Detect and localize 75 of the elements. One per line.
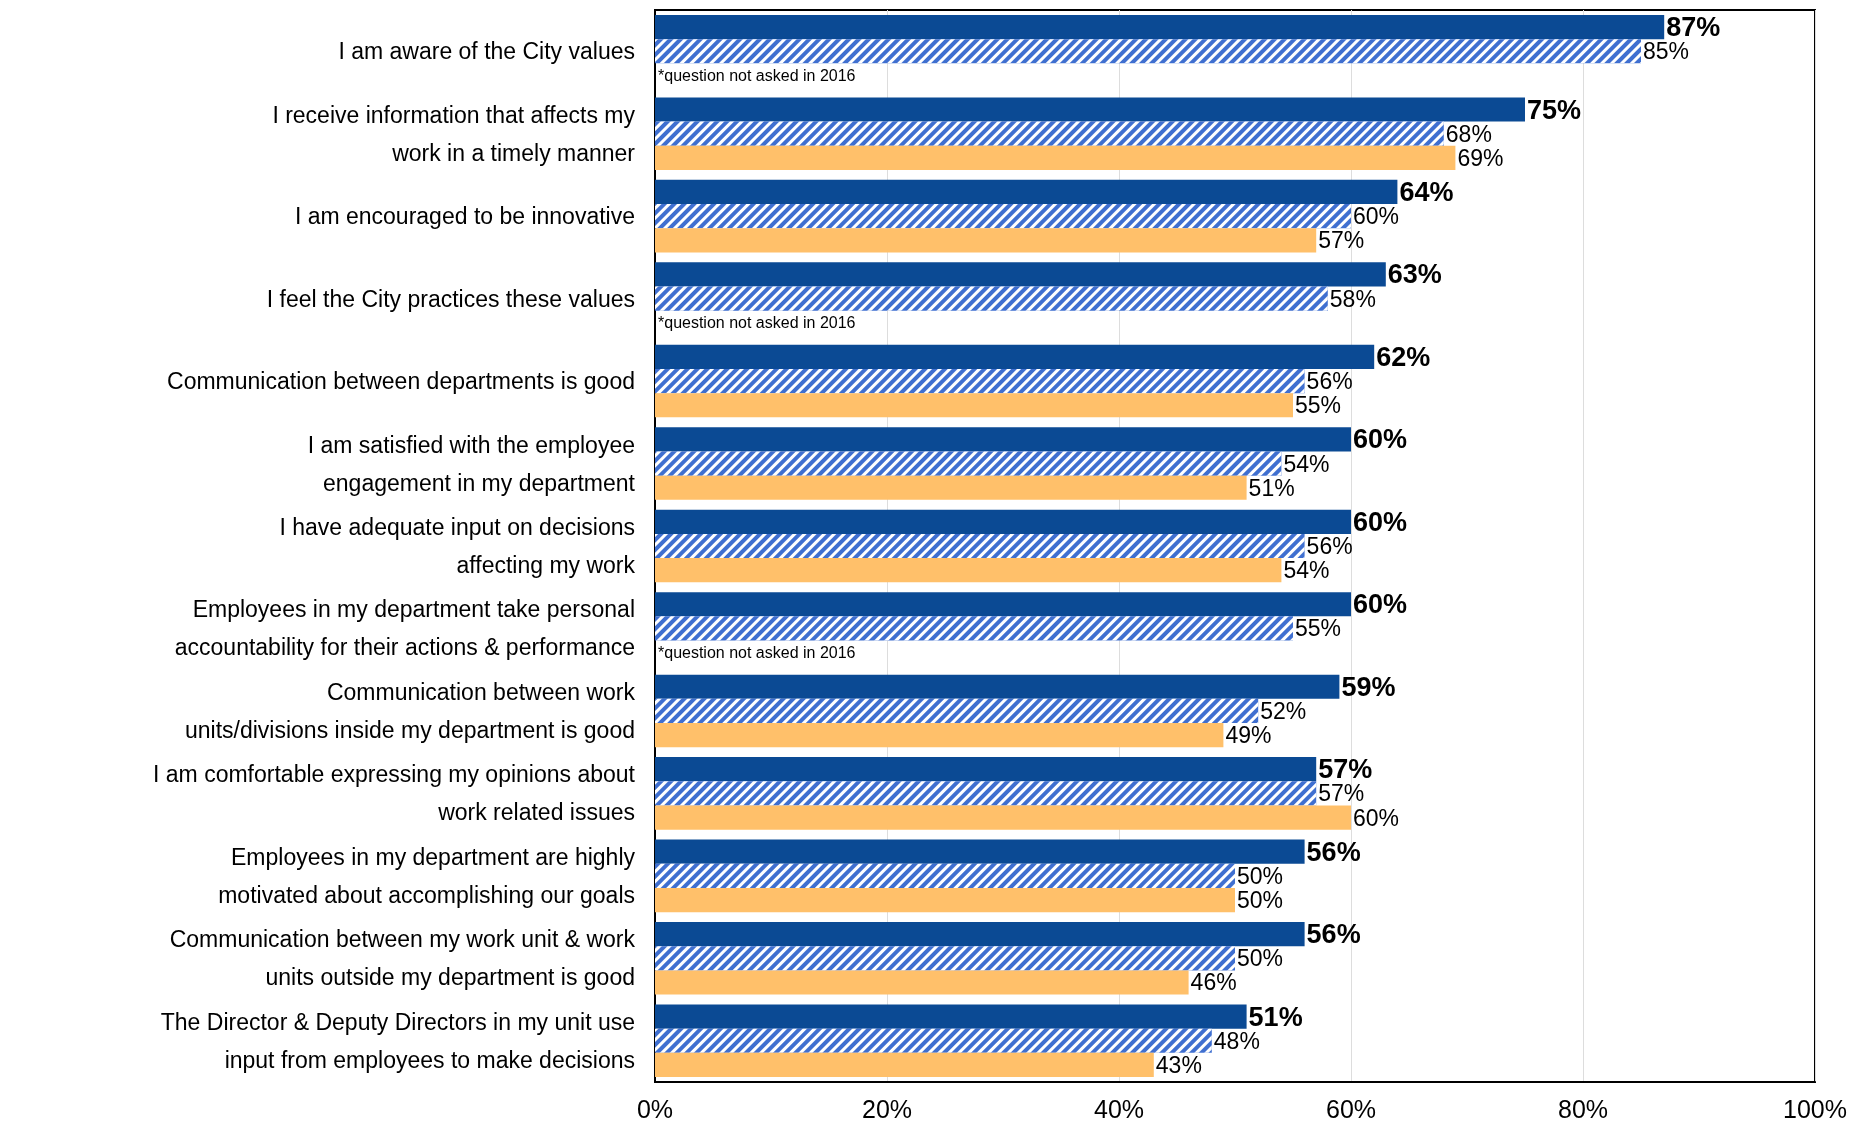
data-label: 75% <box>1527 94 1582 125</box>
y-tick-label: I receive information that affects my work in a timely manner <box>272 101 636 166</box>
data-label: 59% <box>1341 671 1396 702</box>
data-label: 62% <box>1376 341 1431 372</box>
y-tick-label: I am satisfied with the employee engagement in my department <box>307 431 636 496</box>
y-tick-label: I feel the City practices these values <box>266 285 635 312</box>
y-tick-label: The Director & Deputy Directors in my unit use input from employees to make decisions <box>160 1008 635 1073</box>
bar <box>655 344 1375 369</box>
bar <box>655 393 1293 418</box>
bar <box>655 839 1305 864</box>
data-label: 52% <box>1260 697 1307 724</box>
data-label: 51% <box>1248 474 1295 501</box>
data-label: 49% <box>1225 722 1272 749</box>
y-tick-label: I am comfortable expressing my opinions about work related issues <box>153 761 636 826</box>
bar <box>655 723 1224 748</box>
bar <box>655 14 1665 40</box>
data-label: 69% <box>1457 144 1504 171</box>
data-label: 60% <box>1353 424 1408 455</box>
data-label: 57% <box>1318 227 1365 254</box>
data-label: 58% <box>1329 285 1376 312</box>
data-label: 56% <box>1306 533 1353 559</box>
x-tick-label: 60% <box>1325 1094 1377 1123</box>
y-tick-label: I have adequate input on decisions affecting my work <box>279 514 636 578</box>
bar <box>655 757 1317 782</box>
data-label: 56% <box>1306 919 1361 950</box>
bar <box>655 805 1351 830</box>
bar <box>655 228 1317 253</box>
data-label: 56% <box>1306 836 1361 867</box>
y-tick-label: I am aware of the City values <box>338 38 635 65</box>
bar <box>655 558 1282 583</box>
data-label: 60% <box>1353 804 1400 831</box>
bar <box>655 592 1351 617</box>
y-tick-label: I am encouraged to be innovative <box>294 203 635 230</box>
annotation: *question not asked in 2016 <box>658 644 856 662</box>
x-tick-label: 20% <box>861 1094 913 1123</box>
bar <box>655 1052 1154 1078</box>
data-label: 60% <box>1353 506 1408 537</box>
annotation: *question not asked in 2016 <box>658 66 856 84</box>
bar <box>655 97 1525 122</box>
bar <box>655 922 1305 947</box>
bar <box>655 427 1351 452</box>
data-label: 56% <box>1306 368 1353 395</box>
data-label: 46% <box>1190 969 1237 996</box>
data-label: 64% <box>1399 176 1454 207</box>
y-tick-label: Communication between departments is good <box>167 368 635 395</box>
bar <box>655 970 1189 995</box>
x-tick-label: 0% <box>636 1094 674 1123</box>
bar <box>655 179 1398 205</box>
bar <box>655 887 1235 913</box>
x-tick-label: 40% <box>1093 1094 1145 1123</box>
annotation: *question not asked in 2016 <box>658 314 856 332</box>
x-tick-label: 80% <box>1557 1094 1609 1123</box>
data-label: 54% <box>1283 557 1330 584</box>
y-tick-label: Employees in my department take personal accountability for their actions & performance <box>174 596 635 661</box>
data-label: 50% <box>1237 945 1284 972</box>
bar <box>655 475 1247 500</box>
data-label: 43% <box>1155 1051 1202 1078</box>
data-label: 55% <box>1295 392 1342 419</box>
y-tick-label: Employees in my department are highly motivated about accomplishing our goals <box>218 843 636 908</box>
data-label: 50% <box>1237 862 1284 889</box>
data-label: 50% <box>1237 887 1284 914</box>
y-tick-label: Communication between my work unit & work units outside my department is good <box>169 926 636 991</box>
data-label: 60% <box>1353 589 1408 620</box>
data-label: 55% <box>1295 615 1342 642</box>
data-label: 63% <box>1387 259 1442 290</box>
y-tick-label: Communication between work units/divisions inside my department is good <box>184 678 636 743</box>
x-tick-label: 100% <box>1783 1094 1847 1123</box>
data-label: 68% <box>1445 120 1492 147</box>
bar <box>655 262 1386 287</box>
bar <box>655 674 1340 699</box>
data-label: 54% <box>1283 450 1330 477</box>
bar <box>655 145 1456 170</box>
bar <box>655 1004 1247 1029</box>
bar <box>655 509 1351 534</box>
data-label: 60% <box>1353 203 1400 230</box>
